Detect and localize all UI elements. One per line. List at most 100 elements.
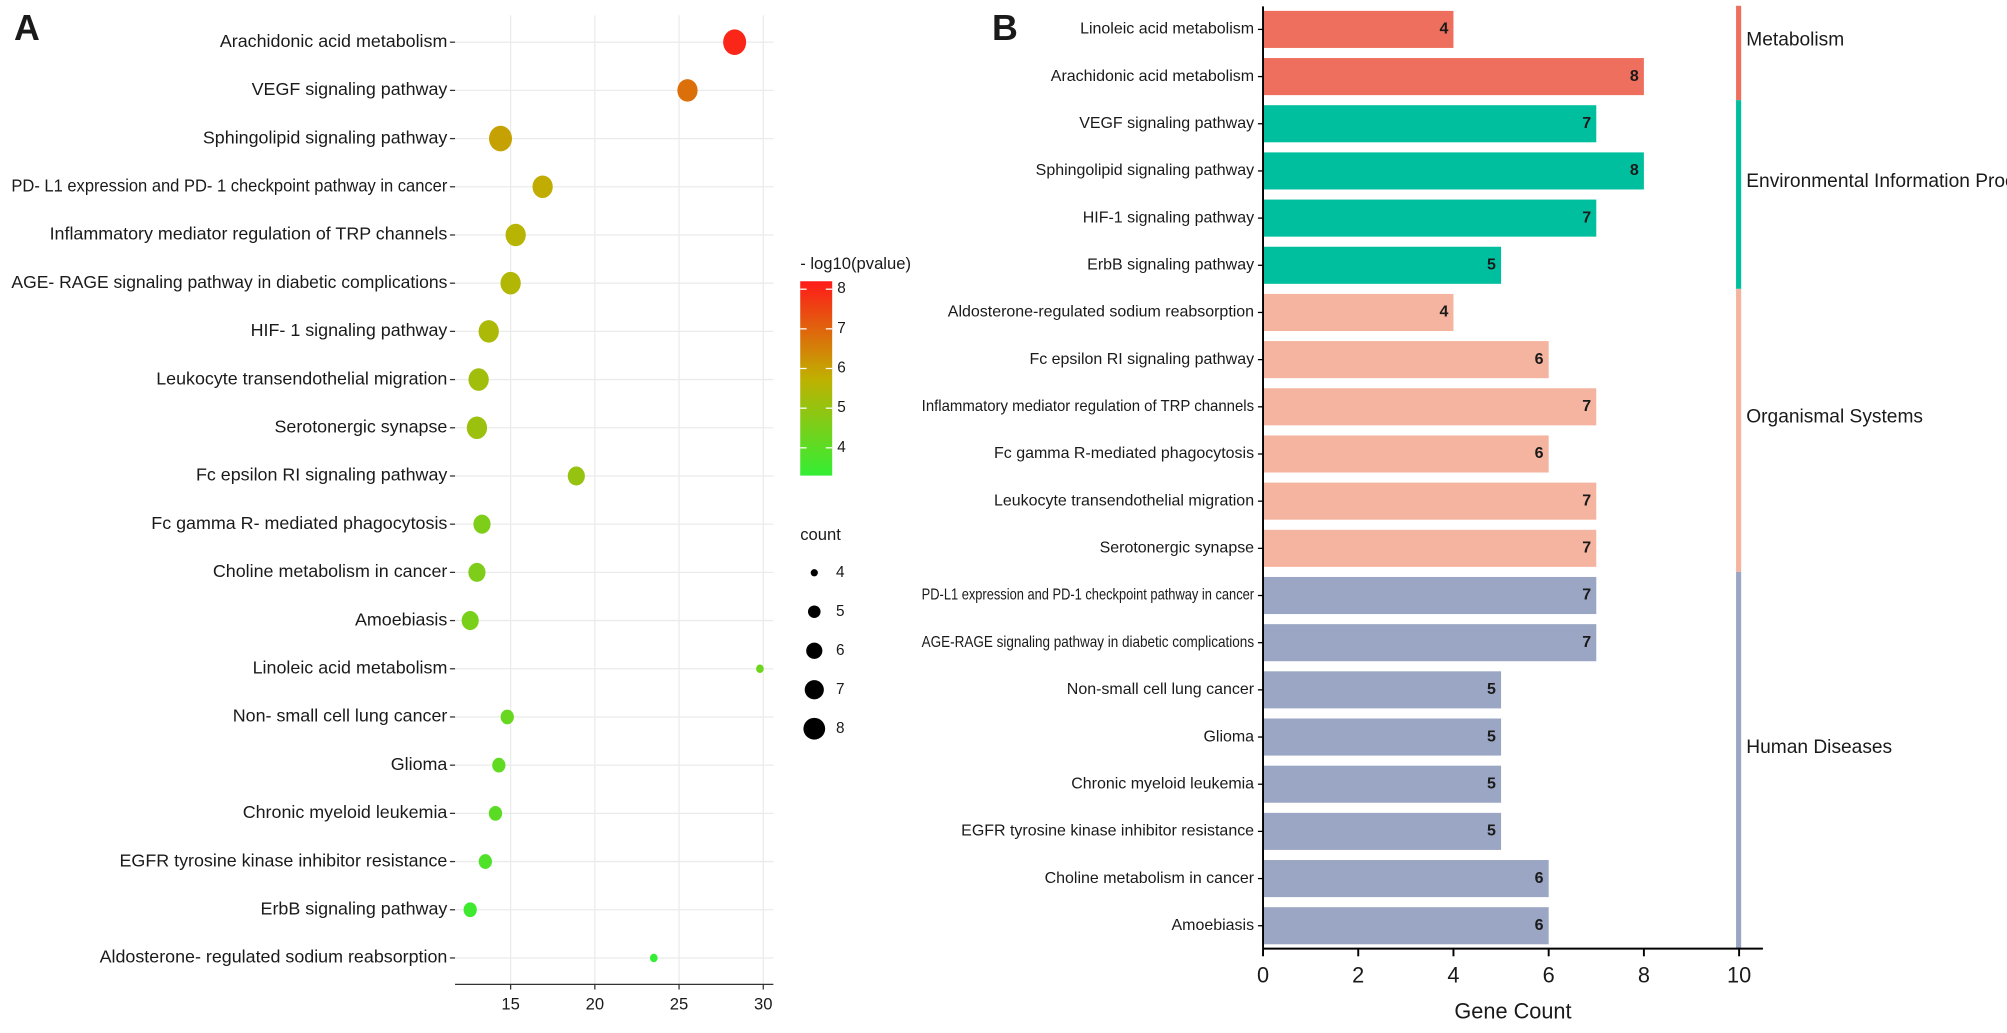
group-label: Organismal Systems [1746, 407, 1923, 428]
y-tick-label: Fc epsilon RI signaling pathway [1030, 351, 1255, 368]
y-tick-label: AGE- RAGE signaling pathway in diabetic … [11, 272, 447, 292]
value-label: 7 [1582, 209, 1591, 226]
bar [1263, 482, 1597, 520]
legend-label: 6 [837, 360, 846, 377]
y-tick-label: Serotonergic synapse [274, 416, 447, 436]
colorbar [800, 281, 833, 476]
y-tick-label: PD-L1 expression and PD-1 checkpoint pat… [922, 587, 1255, 604]
value-label: 5 [1487, 257, 1496, 274]
point [500, 709, 514, 725]
y-tick-label: AGE-RAGE signaling pathway in diabetic c… [922, 634, 1254, 651]
point [468, 562, 486, 582]
y-tick-label: HIF-1 signaling pathway [1083, 209, 1254, 226]
y-tick-label: Non- small cell lung cancer [233, 706, 448, 726]
bar [1263, 671, 1502, 709]
y-tick-label: Aldosterone- regulated sodium reabsorpti… [100, 947, 448, 967]
y-tick-label: Arachidonic acid metabolism [220, 31, 448, 51]
value-label: 5 [1487, 728, 1496, 745]
point [567, 466, 585, 486]
y-tick-label: Serotonergic synapse [1100, 540, 1255, 557]
x-tick-label: 8 [1638, 962, 1650, 987]
value-label: 6 [1535, 351, 1544, 368]
point [473, 514, 491, 534]
y-tick-label: VEGF signaling pathway [252, 79, 448, 99]
y-tick-label: Choline metabolism in cancer [1045, 870, 1255, 887]
value-label: 7 [1582, 398, 1591, 415]
point [492, 757, 506, 773]
y-tick-label: Non-small cell lung cancer [1067, 681, 1255, 698]
point [756, 664, 764, 674]
point [478, 320, 499, 343]
y-tick-label: Linoleic acid metabolism [253, 657, 448, 677]
point [488, 805, 503, 821]
bar [1263, 199, 1597, 237]
x-tick-label: 15 [501, 994, 519, 1013]
bar [1263, 860, 1549, 898]
y-tick-label: Chronic myeloid leukemia [243, 802, 448, 822]
legend-label: 4 [837, 439, 846, 456]
x-tick-label: 30 [754, 994, 772, 1013]
y-tick-label: Fc epsilon RI signaling pathway [196, 465, 447, 485]
bar [1263, 293, 1454, 331]
bar [1263, 576, 1597, 615]
y-tick-label: Fc gamma R- mediated phagocytosis [151, 513, 447, 533]
panel-label: A [14, 8, 40, 48]
legend-label: 7 [837, 320, 846, 337]
legend-dot [806, 642, 823, 659]
y-tick-label: Inflammatory mediator regulation of TRP … [50, 224, 448, 244]
y-tick-label: Choline metabolism in cancer [213, 561, 448, 581]
legend-title: - log10(pvalue) [800, 254, 911, 273]
value-label: 6 [1535, 870, 1544, 887]
bar [1263, 58, 1644, 96]
point [649, 953, 658, 963]
x-tick-label: 10 [1727, 962, 1751, 987]
legend-dot [810, 569, 818, 577]
y-tick-label: Glioma [1203, 728, 1254, 745]
point [468, 368, 489, 391]
value-label: 6 [1535, 445, 1544, 462]
y-tick-label: PD- L1 expression and PD- 1 checkpoint p… [11, 176, 447, 196]
legend-dot [804, 680, 824, 700]
point [505, 223, 526, 247]
value-label: 7 [1582, 492, 1591, 509]
x-axis-title: Gene Count [1454, 998, 1571, 1023]
y-tick-label: Linoleic acid metabolism [1080, 21, 1254, 38]
value-label: 4 [1439, 304, 1448, 321]
legend-label: 6 [836, 642, 845, 659]
value-label: 7 [1582, 634, 1591, 651]
point [489, 125, 513, 152]
y-tick-label: Glioma [391, 754, 448, 774]
y-tick-label: Fc gamma R-mediated phagocytosis [994, 445, 1254, 462]
value-label: 5 [1487, 681, 1496, 698]
bar [1263, 529, 1597, 567]
group-strip [1736, 571, 1742, 950]
y-tick-label: Arachidonic acid metabolism [1051, 68, 1254, 85]
bar [1263, 105, 1597, 143]
value-label: 7 [1582, 587, 1591, 604]
x-tick-label: 6 [1543, 962, 1555, 987]
bar [1263, 341, 1549, 379]
point [461, 611, 479, 631]
legend-label: 7 [836, 681, 845, 698]
value-label: 8 [1630, 68, 1639, 85]
y-tick-label: EGFR tyrosine kinase inhibitor resistanc… [120, 850, 448, 870]
x-tick-label: 0 [1257, 962, 1269, 987]
bar [1263, 152, 1644, 190]
bar [1263, 246, 1502, 284]
bar [1263, 812, 1502, 850]
group-strip [1736, 5, 1742, 101]
legend-label: 4 [836, 564, 845, 581]
value-label: 7 [1582, 115, 1591, 132]
y-tick-label: Sphingolipid signaling pathway [1036, 162, 1254, 179]
point [677, 79, 698, 102]
y-tick-label: Aldosterone-regulated sodium reabsorptio… [948, 304, 1254, 321]
point [478, 854, 492, 869]
legend-label: 8 [836, 720, 845, 737]
x-tick-label: 25 [670, 994, 688, 1013]
panel-label: B [992, 8, 1018, 48]
value-label: 7 [1582, 540, 1591, 557]
bar [1263, 624, 1597, 662]
point [500, 271, 521, 295]
